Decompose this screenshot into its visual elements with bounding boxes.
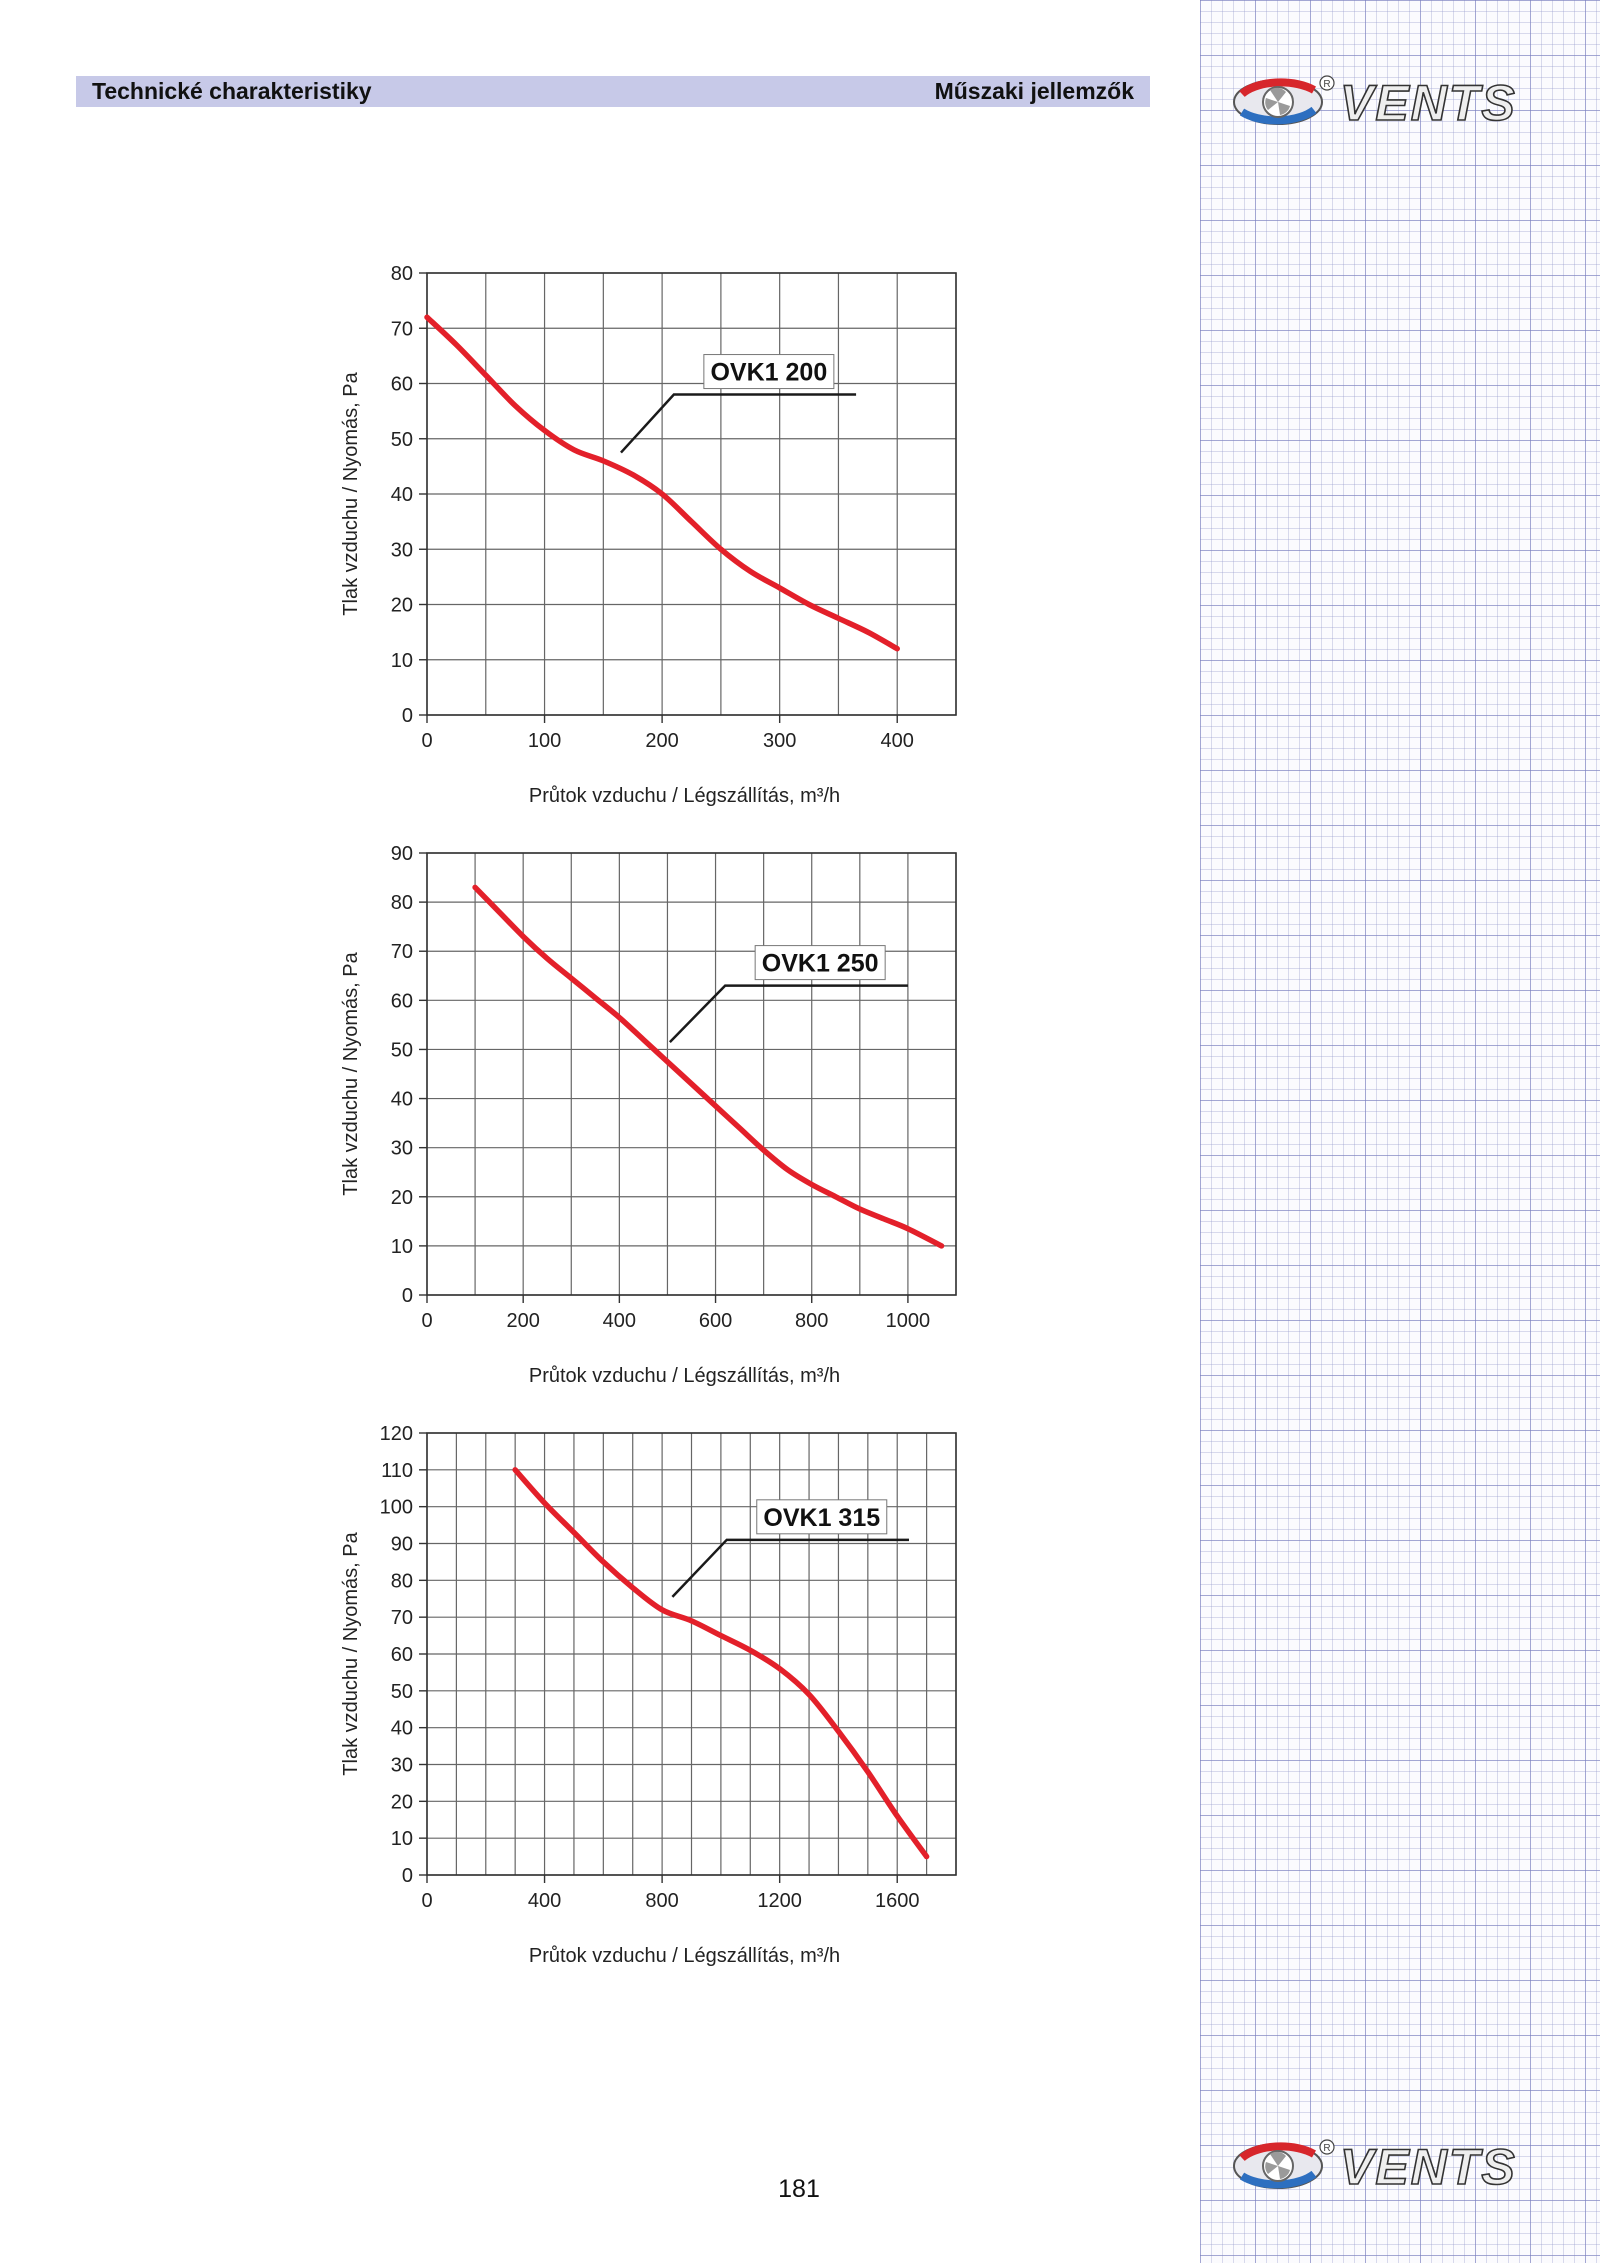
vents-logo-bottom: R VENTS bbox=[1233, 2138, 1517, 2196]
x-tick-label: 400 bbox=[881, 730, 914, 752]
header-band bbox=[76, 76, 1150, 107]
series-label-pointer bbox=[668, 984, 908, 1043]
y-tick-label: 60 bbox=[391, 374, 413, 396]
y-tick-label: 40 bbox=[391, 1718, 413, 1740]
y-tick-label: 20 bbox=[391, 1791, 413, 1813]
series-label: OVK1 315 bbox=[763, 1504, 880, 1532]
fan-icon bbox=[1233, 78, 1323, 125]
x-tick-label: 0 bbox=[421, 1890, 432, 1912]
y-axis-label: Tlak vzduchu / Nyomás, Pa bbox=[340, 1531, 362, 1775]
series-label-pointer bbox=[671, 1538, 909, 1598]
chart-ovk1-315: 0 10 20 30 40 50 60 70 80 90 100 110 120 0 400 800 1200 1… bbox=[300, 1410, 980, 1980]
x-tick-label: 1600 bbox=[875, 1890, 920, 1912]
grid bbox=[426, 272, 957, 716]
y-axis-label: Tlak vzduchu / Nyomás, Pa bbox=[340, 951, 362, 1195]
y-tick-label: 60 bbox=[391, 1644, 413, 1666]
chart-plot-ovk1-250: 0 10 20 30 40 50 60 70 80 90 0 200 400 600 800 1000 Průt… bbox=[340, 843, 957, 1387]
x-tick-label: 100 bbox=[528, 730, 561, 752]
y-tick-label: 50 bbox=[391, 429, 413, 451]
x-tick-label: 600 bbox=[699, 1310, 732, 1332]
page-number: 181 bbox=[778, 2175, 820, 2203]
x-tick-label: 200 bbox=[645, 730, 678, 752]
y-tick-label: 30 bbox=[391, 1755, 413, 1777]
y-tick-label: 30 bbox=[391, 1138, 413, 1160]
y-tick-label: 70 bbox=[391, 941, 413, 963]
series-label-box bbox=[754, 945, 886, 981]
x-tick-label: 400 bbox=[528, 1890, 561, 1912]
x-axis-label: Průtok vzduchu / Légszállítás, m³/h bbox=[529, 1945, 840, 1967]
y-tick-label: 90 bbox=[391, 843, 413, 865]
x-tick-label: 1200 bbox=[757, 1890, 802, 1912]
y-tick-label: 0 bbox=[402, 705, 413, 727]
y-tick-label: 80 bbox=[391, 892, 413, 914]
y-tick-label: 50 bbox=[391, 1039, 413, 1061]
y-tick-label: 100 bbox=[380, 1497, 413, 1519]
page-number-wrap: 181 bbox=[0, 2175, 1600, 2204]
x-axis-label: Průtok vzduchu / Légszállítás, m³/h bbox=[529, 785, 840, 807]
series-label-box bbox=[756, 1499, 888, 1535]
y-axis-label: Tlak vzduchu / Nyomás, Pa bbox=[340, 371, 362, 615]
vents-logo-top: R VENTS bbox=[1233, 74, 1517, 132]
y-tick-label: 80 bbox=[391, 1570, 413, 1592]
chart-ovk1-250: 0 10 20 30 40 50 60 70 80 90 0 200 400 600 800 1000 Průt… bbox=[300, 830, 980, 1400]
x-tick-label: 0 bbox=[421, 730, 432, 752]
y-tick-label: 10 bbox=[391, 1236, 413, 1258]
plot-frame bbox=[426, 852, 957, 1296]
y-tick-label: 110 bbox=[381, 1460, 413, 1482]
header-title-right: Műszaki jellemzők bbox=[934, 78, 1134, 104]
x-tick-label: 1000 bbox=[886, 1310, 931, 1332]
x-tick-label: 0 bbox=[421, 1310, 432, 1332]
x-tick-label: 800 bbox=[645, 1890, 678, 1912]
sidebar-grid-panel bbox=[1200, 0, 1600, 2263]
chart-plot-ovk1-200: 0 10 20 30 40 50 60 70 80 0 100 200 300 400 Průtok vzd… bbox=[340, 263, 957, 807]
grid bbox=[426, 852, 957, 1296]
series-label-box bbox=[703, 354, 835, 390]
y-tick-label: 50 bbox=[391, 1681, 413, 1703]
y-tick-label: 40 bbox=[391, 484, 413, 506]
header-title-left: Technické charakteristiky bbox=[92, 78, 372, 104]
y-tick-label: 10 bbox=[391, 1828, 413, 1850]
y-tick-label: 60 bbox=[391, 990, 413, 1012]
y-tick-label: 30 bbox=[391, 539, 413, 561]
registered-icon bbox=[1319, 2139, 1335, 2155]
y-tick-label: 20 bbox=[391, 1187, 413, 1209]
registered-mark: R bbox=[1323, 79, 1330, 90]
y-tick-label: 120 bbox=[380, 1423, 413, 1445]
grid bbox=[426, 1432, 957, 1876]
logo-wordmark: VENTS bbox=[1340, 2139, 1517, 2195]
logo-wordmark: VENTS bbox=[1340, 75, 1517, 131]
fan-icon bbox=[1233, 2142, 1323, 2189]
chart-ovk1-200: 0 10 20 30 40 50 60 70 80 0 100 200 300 400 Průtok vzd… bbox=[300, 250, 980, 820]
series-label-pointer bbox=[620, 393, 857, 454]
y-tick-label: 90 bbox=[391, 1534, 413, 1556]
y-tick-label: 70 bbox=[391, 1607, 413, 1629]
y-tick-label: 10 bbox=[391, 650, 413, 672]
y-tick-label: 20 bbox=[391, 595, 413, 617]
registered-mark: R bbox=[1323, 2143, 1330, 2154]
series-label: OVK1 250 bbox=[762, 950, 879, 978]
x-tick-label: 400 bbox=[603, 1310, 636, 1332]
x-axis-label: Průtok vzduchu / Légszállítás, m³/h bbox=[529, 1365, 840, 1387]
x-tick-label: 800 bbox=[795, 1310, 828, 1332]
y-tick-label: 80 bbox=[391, 263, 413, 285]
series-line-ovk1-250 bbox=[472, 884, 945, 1249]
x-tick-label: 300 bbox=[763, 730, 796, 752]
y-tick-label: 40 bbox=[391, 1089, 413, 1111]
registered-icon bbox=[1319, 75, 1335, 91]
y-tick-label: 70 bbox=[391, 318, 413, 340]
x-tick-label: 200 bbox=[506, 1310, 539, 1332]
y-tick-label: 0 bbox=[402, 1865, 413, 1887]
y-tick-label: 0 bbox=[402, 1285, 413, 1307]
series-label: OVK1 200 bbox=[710, 359, 827, 387]
